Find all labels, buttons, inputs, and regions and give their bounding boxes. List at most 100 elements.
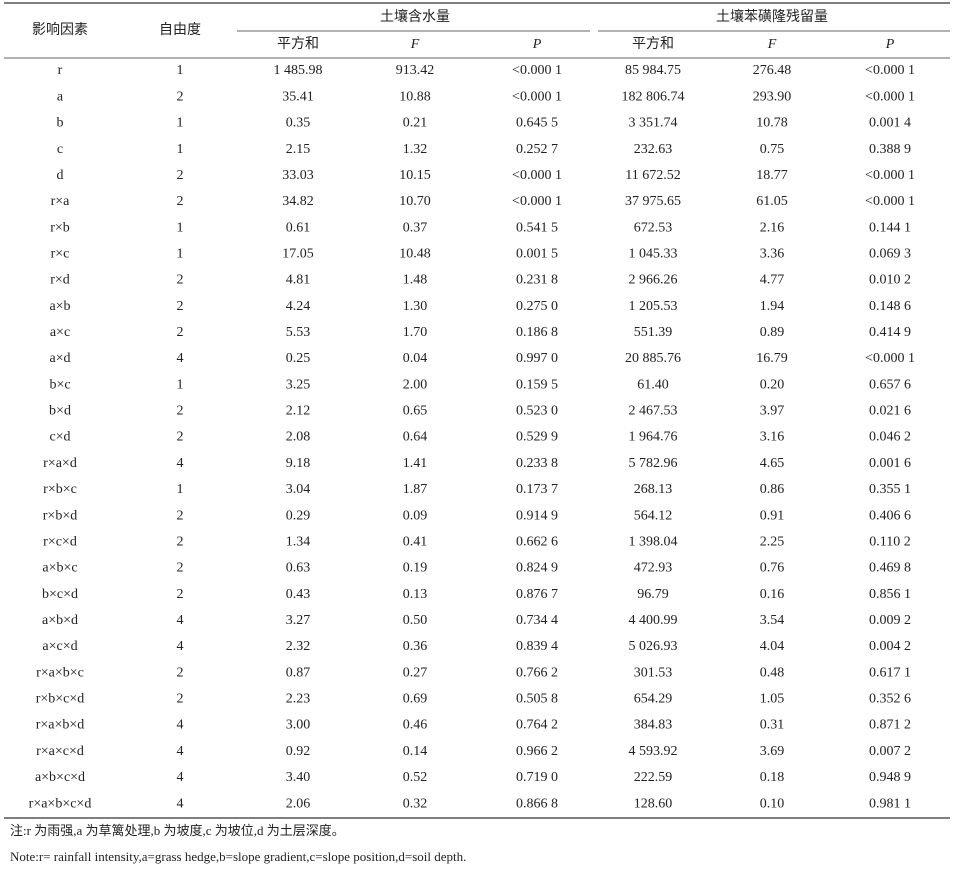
value-cell: 0.231 8 xyxy=(516,273,558,288)
value-cell: 0.48 xyxy=(760,665,785,680)
value-cell: 0.004 2 xyxy=(869,639,911,654)
value-cell: 1 xyxy=(177,116,184,131)
value-cell: 0.001 4 xyxy=(869,116,911,131)
value-cell: 4.65 xyxy=(760,456,785,471)
value-cell: 0.469 8 xyxy=(869,561,911,576)
value-cell: 0.948 9 xyxy=(869,770,911,785)
factor-cell: r×b xyxy=(50,220,70,235)
value-cell: 17.05 xyxy=(282,246,314,261)
value-cell: 384.83 xyxy=(634,718,673,733)
value-cell: 0.966 2 xyxy=(516,744,558,759)
value-cell: 0.19 xyxy=(403,561,428,576)
value-cell: 5.53 xyxy=(286,325,311,340)
value-cell: 0.35 xyxy=(286,116,311,131)
value-cell: 0.914 9 xyxy=(516,508,558,523)
value-cell: 1.87 xyxy=(403,482,428,497)
value-cell: 0.76 xyxy=(760,561,785,576)
value-cell: 0.25 xyxy=(286,351,311,366)
value-cell: 2.06 xyxy=(286,796,311,811)
value-cell: 0.523 0 xyxy=(516,404,558,419)
value-cell: 0.186 8 xyxy=(516,325,558,340)
factor-cell: a xyxy=(57,89,64,104)
value-cell: 0.001 5 xyxy=(516,246,558,261)
value-cell: 0.657 6 xyxy=(869,377,911,392)
factor-cell: r×b×d xyxy=(43,508,77,523)
value-cell: 3.16 xyxy=(760,430,785,445)
value-cell: 1 398.04 xyxy=(629,534,678,549)
factor-cell: c xyxy=(57,142,63,157)
header-factor: 影响因素 xyxy=(32,22,88,38)
value-cell: 0.91 xyxy=(760,508,785,523)
value-cell: 2.16 xyxy=(760,220,785,235)
value-cell: 0.61 xyxy=(286,220,311,235)
value-cell: 3.54 xyxy=(760,613,785,628)
value-cell: 0.20 xyxy=(760,377,785,392)
value-cell: 2 xyxy=(177,325,184,340)
value-cell: 37 975.65 xyxy=(625,194,681,209)
value-cell: 222.59 xyxy=(634,770,673,785)
value-cell: 2 xyxy=(177,299,184,314)
value-cell: 0.89 xyxy=(760,325,785,340)
value-cell: 0.21 xyxy=(403,116,428,131)
value-cell: 2 xyxy=(177,89,184,104)
value-cell: 3.40 xyxy=(286,770,311,785)
value-cell: 0.009 2 xyxy=(869,613,911,628)
value-cell: 3.97 xyxy=(760,404,785,419)
value-cell: 4.24 xyxy=(286,299,311,314)
value-cell: 654.29 xyxy=(634,692,673,707)
value-cell: 3 351.74 xyxy=(629,116,678,131)
value-cell: 1 xyxy=(177,377,184,392)
value-cell: 0.734 4 xyxy=(516,613,558,628)
factor-cell: a×b×c×d xyxy=(35,770,85,785)
value-cell: 0.662 6 xyxy=(516,534,558,549)
header-sub: 平方和 xyxy=(632,36,674,52)
value-cell: 0.36 xyxy=(403,639,428,654)
value-cell: 0.32 xyxy=(403,796,428,811)
value-cell: 3.04 xyxy=(286,482,311,497)
value-cell: <0.000 1 xyxy=(512,63,562,78)
factor-cell: r×a×d xyxy=(43,456,77,471)
value-cell: 0.173 7 xyxy=(516,482,558,497)
value-cell: 2 xyxy=(177,534,184,549)
value-cell: 293.90 xyxy=(753,89,792,104)
value-cell: 0.92 xyxy=(286,744,311,759)
factor-cell: r×b×c×d xyxy=(36,692,85,707)
value-cell: 0.159 5 xyxy=(516,377,558,392)
header-sub: P xyxy=(885,37,895,52)
header-sub: F xyxy=(767,37,777,52)
factor-cell: r×c xyxy=(51,246,70,261)
value-cell: 913.42 xyxy=(396,63,435,78)
value-cell: 4.04 xyxy=(760,639,785,654)
value-cell: 0.252 7 xyxy=(516,142,558,157)
value-cell: 0.46 xyxy=(403,718,428,733)
value-cell: 0.414 9 xyxy=(869,325,911,340)
value-cell: 1 205.53 xyxy=(629,299,678,314)
note: Note:r= rainfall intensity,a=grass hedge… xyxy=(10,849,466,864)
value-cell: <0.000 1 xyxy=(512,168,562,183)
value-cell: <0.000 1 xyxy=(865,194,915,209)
factor-cell: c×d xyxy=(49,430,70,445)
value-cell: 20 885.76 xyxy=(625,351,681,366)
value-cell: 1 xyxy=(177,63,184,78)
value-cell: 2 xyxy=(177,665,184,680)
value-cell: 182 806.74 xyxy=(622,89,685,104)
factor-cell: b×c×d xyxy=(42,587,78,602)
value-cell: 0.617 1 xyxy=(869,665,911,680)
factor-cell: b×c xyxy=(49,377,70,392)
value-cell: 0.010 2 xyxy=(869,273,911,288)
value-cell: 301.53 xyxy=(634,665,673,680)
value-cell: 0.87 xyxy=(286,665,311,680)
factor-cell: r×b×c xyxy=(43,482,77,497)
value-cell: 551.39 xyxy=(634,325,673,340)
factor-cell: a×c×d xyxy=(42,639,77,654)
value-cell: 96.79 xyxy=(637,587,669,602)
value-cell: 0.719 0 xyxy=(516,770,558,785)
value-cell: 3.27 xyxy=(286,613,311,628)
value-cell: 0.856 1 xyxy=(869,587,911,602)
value-cell: 2 xyxy=(177,692,184,707)
value-cell: 0.18 xyxy=(760,770,785,785)
factor-cell: r×a×b×c xyxy=(36,665,84,680)
value-cell: 0.110 2 xyxy=(869,534,910,549)
value-cell: 35.41 xyxy=(282,89,314,104)
factor-cell: r×a×b×c×d xyxy=(29,796,92,811)
